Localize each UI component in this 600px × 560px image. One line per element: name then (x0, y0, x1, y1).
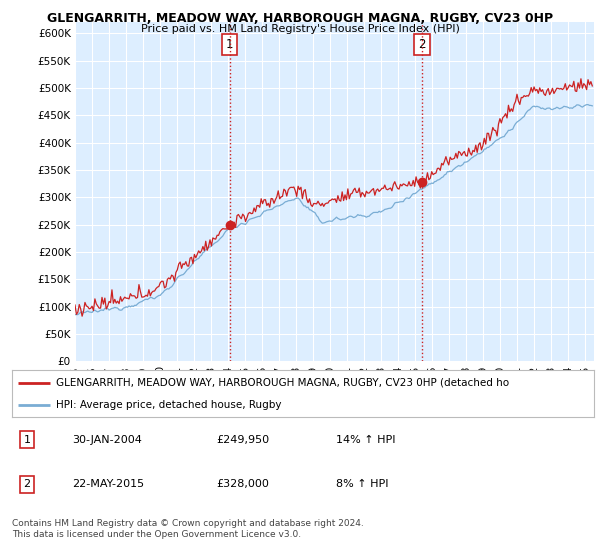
Text: 2: 2 (418, 38, 426, 51)
Text: 22-MAY-2015: 22-MAY-2015 (72, 479, 144, 489)
Text: This data is licensed under the Open Government Licence v3.0.: This data is licensed under the Open Gov… (12, 530, 301, 539)
Text: GLENGARRITH, MEADOW WAY, HARBOROUGH MAGNA, RUGBY, CV23 0HP (detached ho: GLENGARRITH, MEADOW WAY, HARBOROUGH MAGN… (56, 378, 509, 388)
Text: Price paid vs. HM Land Registry's House Price Index (HPI): Price paid vs. HM Land Registry's House … (140, 24, 460, 34)
Text: GLENGARRITH, MEADOW WAY, HARBOROUGH MAGNA, RUGBY, CV23 0HP: GLENGARRITH, MEADOW WAY, HARBOROUGH MAGN… (47, 12, 553, 25)
Text: 1: 1 (23, 435, 31, 445)
Text: 14% ↑ HPI: 14% ↑ HPI (336, 435, 395, 445)
Text: Contains HM Land Registry data © Crown copyright and database right 2024.: Contains HM Land Registry data © Crown c… (12, 519, 364, 528)
Text: 8% ↑ HPI: 8% ↑ HPI (336, 479, 389, 489)
Text: 2: 2 (23, 479, 31, 489)
Text: £249,950: £249,950 (216, 435, 269, 445)
Text: 1: 1 (226, 38, 233, 51)
Text: £328,000: £328,000 (216, 479, 269, 489)
Text: 30-JAN-2004: 30-JAN-2004 (72, 435, 142, 445)
Text: HPI: Average price, detached house, Rugby: HPI: Average price, detached house, Rugb… (56, 400, 281, 410)
